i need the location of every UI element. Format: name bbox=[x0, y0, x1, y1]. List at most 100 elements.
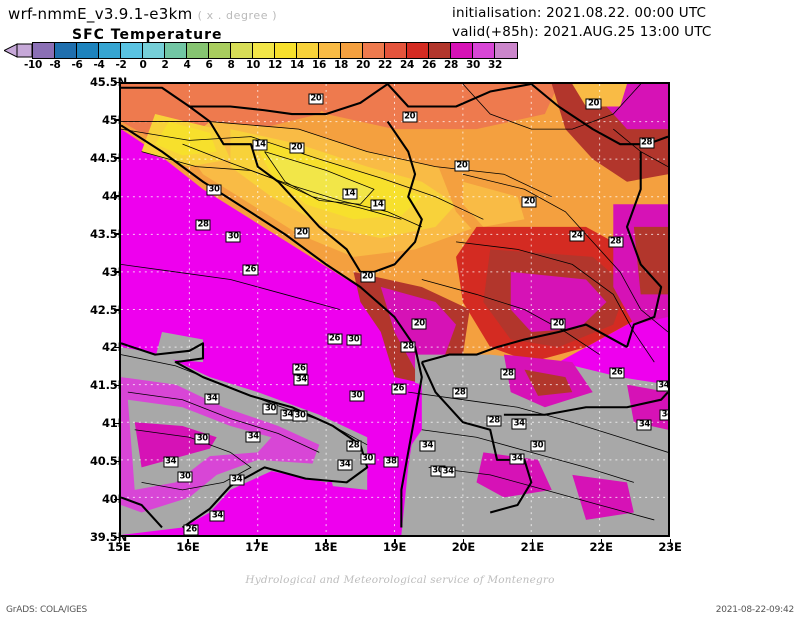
contour-label: 30 bbox=[225, 231, 241, 243]
colorbar-band-9 bbox=[231, 43, 253, 58]
colorbar-band-0 bbox=[33, 43, 55, 58]
lon-tick-mark bbox=[118, 539, 120, 544]
contour-label: 34 bbox=[229, 474, 245, 486]
colorbar-tick: 30 bbox=[465, 59, 481, 71]
contour-label: 28 bbox=[452, 387, 468, 399]
contour-line bbox=[188, 105, 362, 273]
colorbar-band-21 bbox=[495, 43, 517, 58]
temperature-region bbox=[476, 452, 552, 498]
grads-tag: GrADS: COLA/IGES bbox=[6, 605, 87, 615]
contour-label: 20 bbox=[454, 160, 470, 172]
lat-tick-mark bbox=[114, 422, 119, 425]
lat-tick-mark bbox=[114, 384, 119, 387]
contour-label: 28 bbox=[639, 137, 655, 149]
map-plot-area[interactable]: 20 20 20 28 14 20 30 20 14 14 20 28 20 30 24 28 26 20 20 28… bbox=[119, 82, 670, 537]
colorbar-tick: 32 bbox=[487, 59, 503, 71]
forecast-run-info: initialisation: 2021.08.22. 00:00 UTC va… bbox=[452, 4, 712, 42]
contour-label: 34 bbox=[636, 419, 652, 431]
contour-label: 30 bbox=[194, 433, 210, 445]
temperature-region bbox=[510, 271, 607, 333]
contour-label: 26 bbox=[609, 367, 625, 379]
lat-tick-label: 40.5N bbox=[90, 454, 127, 469]
contour-label: 14 bbox=[342, 188, 358, 200]
colorbar-tick: -10 bbox=[23, 59, 43, 71]
contour-label: 34 bbox=[293, 374, 309, 386]
contour-label: 26 bbox=[292, 363, 308, 375]
contour-line bbox=[462, 84, 641, 130]
contour-label: 26 bbox=[183, 524, 199, 535]
lon-tick-mark bbox=[600, 539, 603, 544]
contour-line bbox=[421, 429, 634, 483]
contour-label: 20 bbox=[294, 227, 310, 239]
contour-line bbox=[386, 84, 532, 108]
generation-timestamp: 2021-08-22-09:42 bbox=[715, 605, 794, 615]
contour-line bbox=[503, 391, 668, 416]
contour-label: 20 bbox=[550, 318, 566, 330]
contour-label: 34 bbox=[337, 459, 353, 471]
colorbar-band-6 bbox=[165, 43, 187, 58]
contour-label: 28 bbox=[346, 440, 362, 452]
colorbar-tick: -6 bbox=[71, 59, 83, 71]
lat-tick-mark bbox=[114, 233, 119, 235]
lat-tick-mark bbox=[114, 346, 119, 349]
model-units: ( x . degree ) bbox=[197, 9, 278, 22]
temperature-region bbox=[626, 384, 668, 430]
contour-label: 34 bbox=[419, 440, 435, 452]
contour-label: 34 bbox=[656, 380, 670, 392]
temperature-region bbox=[155, 121, 217, 156]
colorbar-tick: 20 bbox=[355, 59, 371, 71]
lon-tick-mark bbox=[394, 539, 396, 544]
contour-line bbox=[121, 264, 340, 310]
lon-tick-mark bbox=[669, 539, 671, 544]
temperature-region bbox=[155, 332, 204, 363]
contour-label: 14 bbox=[252, 139, 268, 151]
model-name: wrf-nmmE_v3.9.1-e3km bbox=[8, 5, 193, 23]
lat-tick-mark bbox=[114, 460, 119, 463]
colorbar-tick: 8 bbox=[227, 59, 235, 71]
colorbar-tick-labels: -10 -8 -6 -4 -2 0 2 4 6 8 10 12 14 16 18 20 22 24 26 28 30 32 bbox=[24, 59, 518, 71]
contour-label: 30 bbox=[262, 403, 278, 415]
lat-tick-mark bbox=[114, 536, 119, 538]
contour-label: 20 bbox=[402, 111, 418, 123]
colorbar-band-10 bbox=[253, 43, 275, 58]
colorbar-bands bbox=[32, 42, 518, 59]
colorbar-tick: 26 bbox=[421, 59, 437, 71]
contour-label: 30 bbox=[346, 334, 362, 346]
temperature-region bbox=[572, 474, 634, 520]
colorbar-band-8 bbox=[209, 43, 231, 58]
lon-tick-label: 20E bbox=[451, 540, 476, 554]
lat-tick-mark bbox=[114, 271, 119, 273]
colorbar-band-12 bbox=[297, 43, 319, 58]
lon-tick-label: 23E bbox=[658, 540, 682, 554]
colorbar-band-2 bbox=[77, 43, 99, 58]
lat-tick-label: 41.5N bbox=[90, 378, 127, 393]
colorbar-tick: 0 bbox=[139, 59, 147, 71]
lon-tick-mark bbox=[531, 539, 534, 544]
contour-label: 30 bbox=[349, 390, 365, 402]
contour-line bbox=[360, 120, 423, 273]
contour-label: 28 bbox=[195, 219, 211, 231]
contour-line bbox=[121, 496, 163, 529]
colorbar-band-4 bbox=[121, 43, 143, 58]
colorbar-band-17 bbox=[407, 43, 429, 58]
lon-tick-mark bbox=[325, 539, 327, 544]
contour-label: 28 bbox=[608, 236, 624, 248]
lat-tick-mark bbox=[114, 81, 119, 83]
lat-tick-mark bbox=[114, 498, 119, 501]
lat-tick-mark bbox=[114, 157, 119, 159]
contour-label: 34 bbox=[509, 453, 525, 465]
colorbar-band-15 bbox=[363, 43, 385, 58]
contour-label: 34 bbox=[163, 456, 179, 468]
contour-label: 34 bbox=[209, 510, 225, 522]
colorbar-tick: 18 bbox=[333, 59, 349, 71]
contour-label: 14 bbox=[370, 199, 386, 211]
colorbar-band-11 bbox=[275, 43, 297, 58]
colorbar-tick: 16 bbox=[311, 59, 327, 71]
contour-label: 26 bbox=[326, 333, 343, 345]
lon-tick-label: 21E bbox=[520, 540, 544, 554]
colorbar-tick: 10 bbox=[245, 59, 261, 71]
contour-label: 26 bbox=[242, 264, 258, 276]
contour-line bbox=[428, 467, 655, 521]
colorbar-band-13 bbox=[319, 43, 341, 58]
contour-label: 38 bbox=[383, 456, 399, 468]
